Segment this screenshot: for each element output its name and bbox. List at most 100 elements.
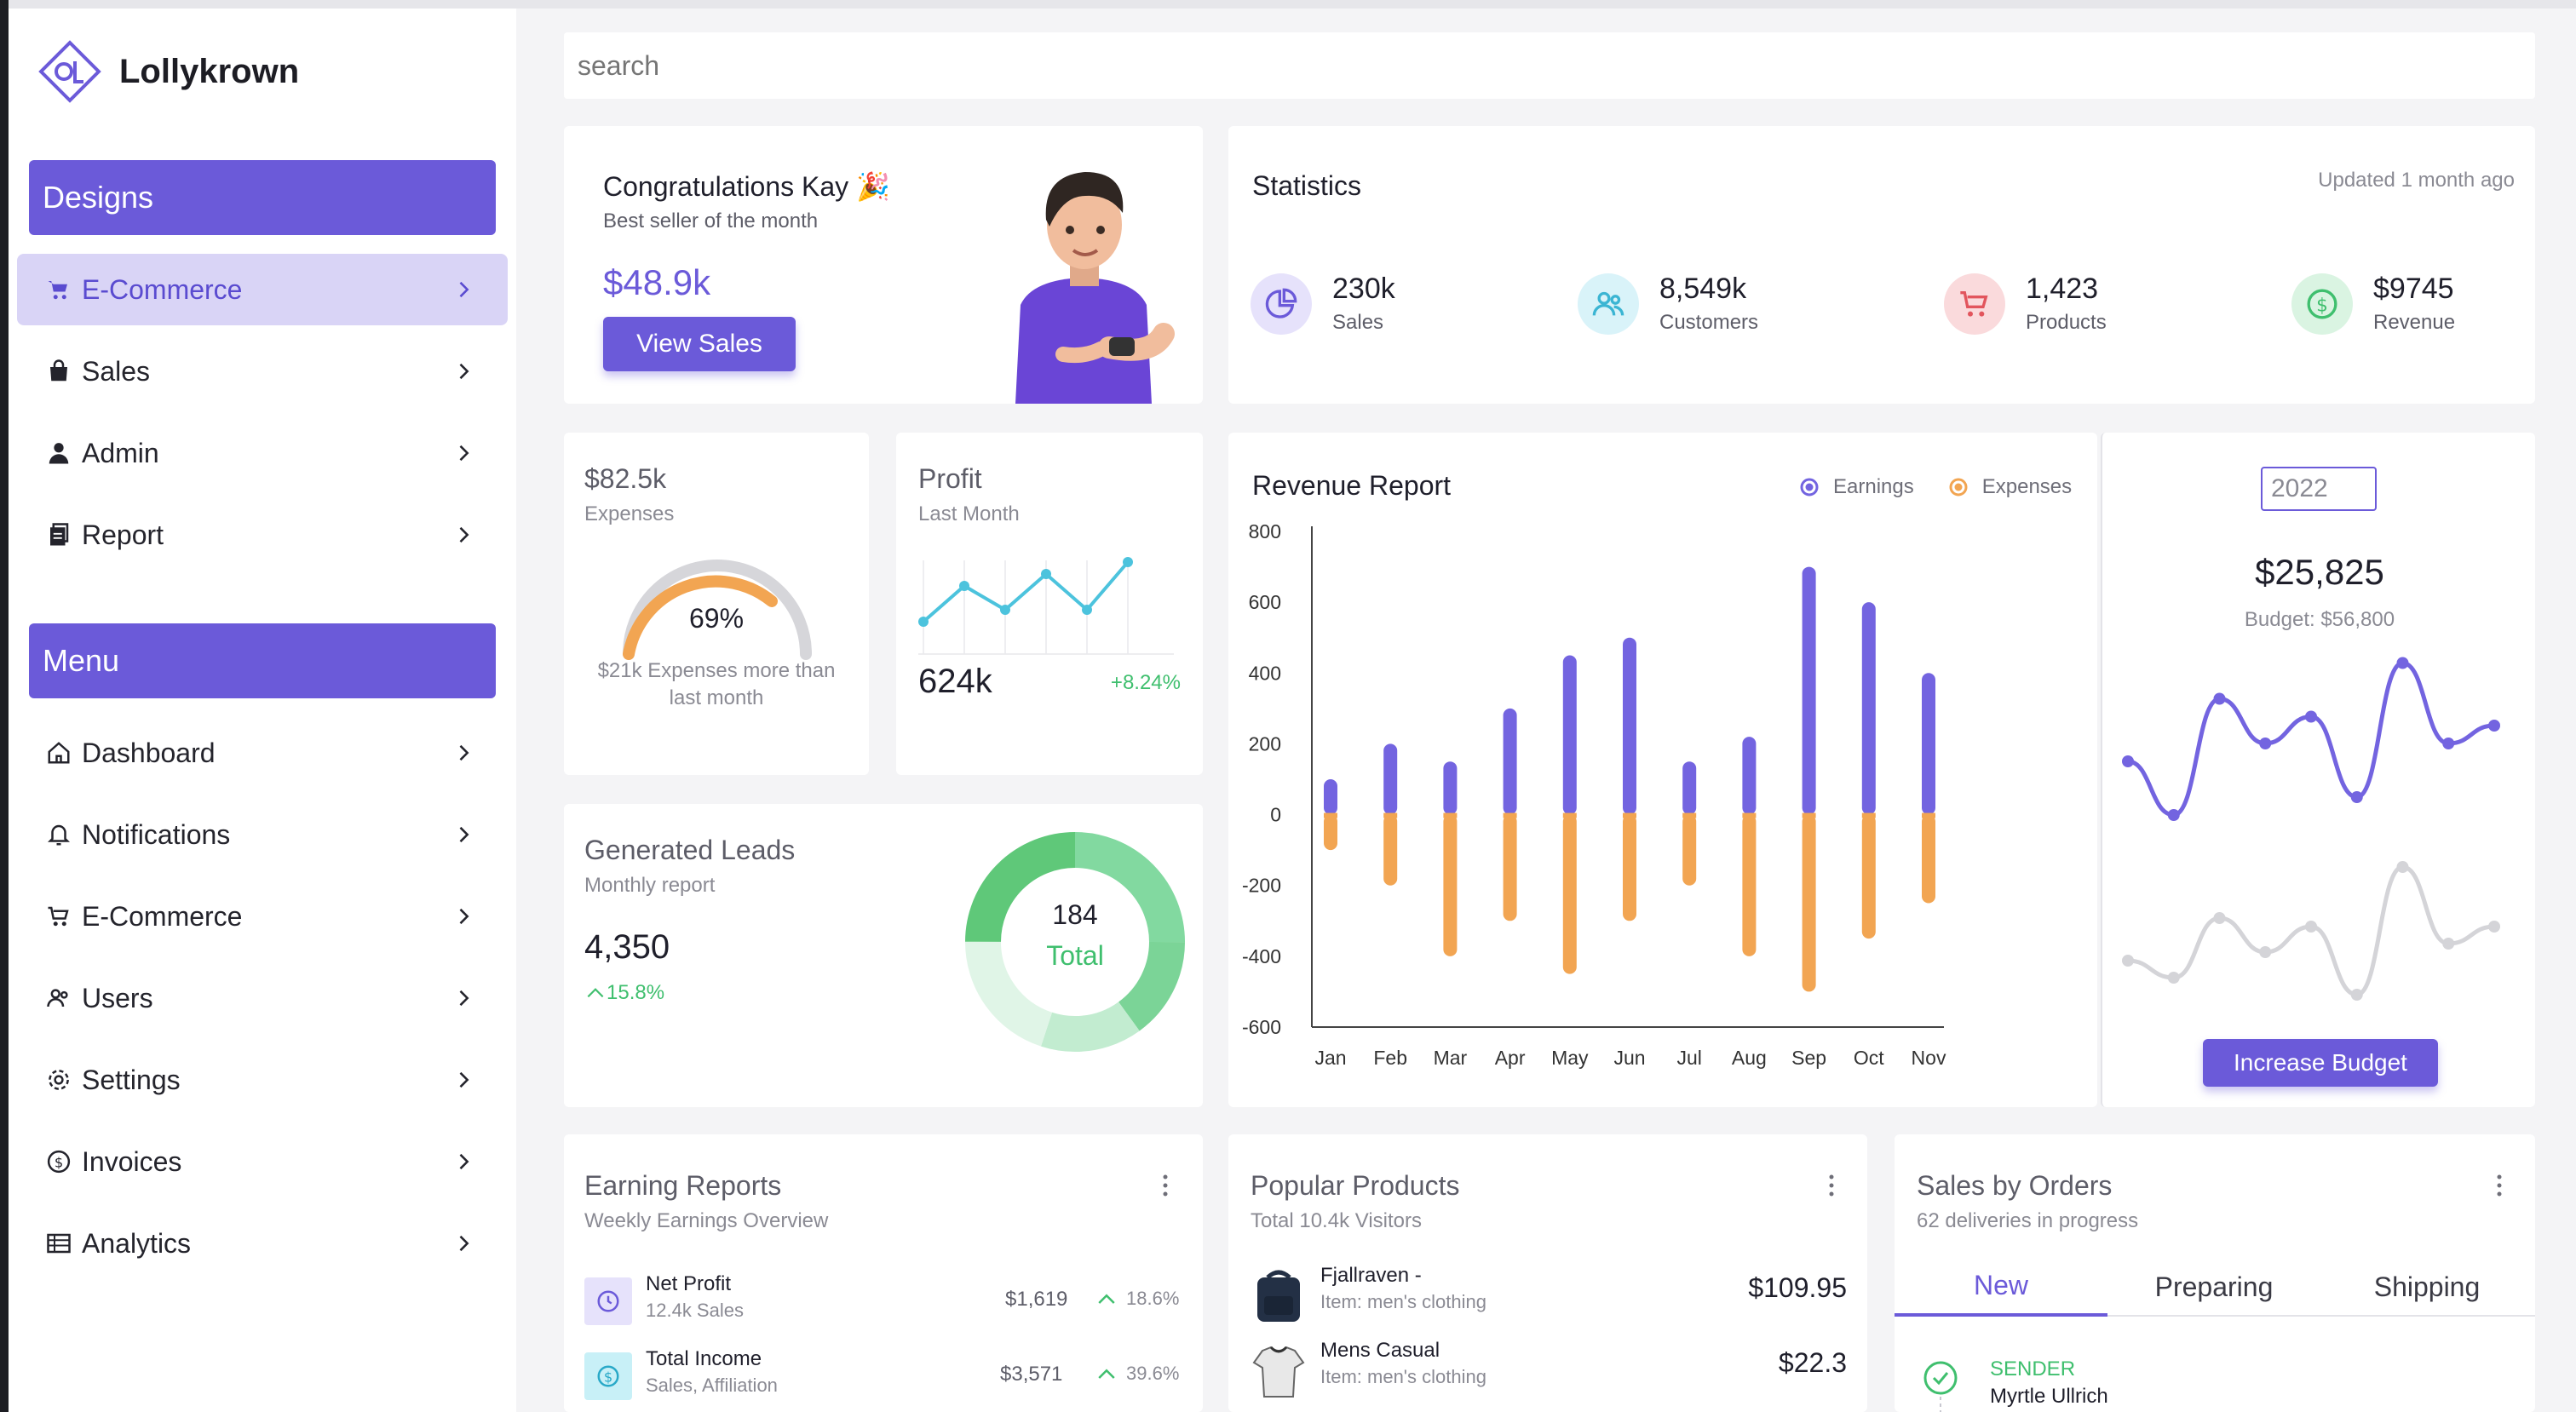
budget-line: [2127, 660, 2495, 818]
bar-joint: [1802, 812, 1816, 818]
arrow-up-icon: [1098, 1294, 1115, 1304]
brand[interactable]: Lollykrown: [34, 36, 299, 107]
expenses-label: Expenses: [584, 502, 675, 525]
profit-point: [1041, 569, 1051, 579]
expenses-bar: [1682, 814, 1697, 886]
expenses-amount: $82.5k: [584, 463, 667, 494]
sidebar-item-report[interactable]: Report: [17, 499, 508, 571]
product-row-text: Mens Casual Item: men's clothing: [1320, 1339, 1486, 1388]
budget-baseline-point: [2167, 972, 2180, 984]
earning-row-text: Total Income Sales, Affiliation: [646, 1347, 778, 1397]
budget-line-point: [2396, 657, 2409, 669]
earning-row-amount: $1,619: [1005, 1288, 1068, 1311]
product-row-text: Fjallraven - Item: men's clothing: [1320, 1264, 1486, 1313]
chevron-right-icon: [459, 445, 469, 462]
budget-card: 2022 $25,825 Budget: $56,800 Increase Bu…: [2101, 433, 2535, 1107]
x-tick-label: Jan: [1314, 1047, 1346, 1069]
earning-row[interactable]: Net Profit 12.4k Sales $1,619 18.6%: [584, 1272, 1182, 1327]
stat-icon-circle: [1251, 273, 1312, 335]
budget-line-point: [2488, 720, 2500, 732]
sidebar-item-notifications[interactable]: Notifications: [17, 799, 508, 870]
earning-row-change-text: 39.6%: [1126, 1363, 1180, 1384]
congrats-amount: $48.9k: [603, 262, 711, 302]
chevron-right-icon: [459, 908, 469, 925]
earnings-bar: [1324, 779, 1337, 815]
sidebar-item-admin[interactable]: Admin: [17, 417, 508, 489]
earnings-bar: [1562, 655, 1577, 815]
x-tick-label: Jun: [1613, 1047, 1645, 1069]
sidebar: Lollykrown Designs E-Commerce Sales Admi…: [9, 9, 516, 1412]
earning-row[interactable]: $ Total Income Sales, Affiliation $3,571…: [584, 1347, 1182, 1402]
earning-reports-card: Earning Reports Weekly Earnings Overview…: [564, 1134, 1203, 1412]
earning-row-name: Total Income: [646, 1347, 762, 1370]
budget-line-point: [2259, 738, 2272, 749]
increase-budget-button[interactable]: Increase Budget: [2203, 1039, 2438, 1087]
more-vertical-icon[interactable]: [1160, 1172, 1170, 1199]
bag-icon: [50, 359, 67, 382]
legend-expenses-label: Expenses: [1981, 475, 2073, 498]
svg-text:$: $: [2316, 295, 2328, 316]
budget-line-chart: [2122, 657, 2500, 1001]
sender-name: Myrtle Ullrich: [1990, 1385, 2108, 1408]
sidebar-item-invoices[interactable]: $ Invoices: [17, 1126, 508, 1197]
budget-baseline-point: [2259, 946, 2272, 958]
donut-label: Total: [1046, 940, 1104, 971]
bar-joint: [1443, 812, 1458, 818]
sidebar-item-users[interactable]: Users: [17, 962, 508, 1034]
tab-shipping[interactable]: Shipping: [2373, 1271, 2481, 1302]
earnings-bar: [1802, 566, 1816, 815]
chevron-right-icon: [459, 363, 469, 380]
avatar-illustration: [1015, 172, 1175, 404]
earnings-bar: [1682, 761, 1697, 815]
budget-baseline-point: [2122, 955, 2134, 967]
earnings-bar: [1623, 637, 1636, 815]
window-top-frame: [0, 0, 2576, 9]
statistics-updated: Updated 1 month ago: [2318, 169, 2515, 192]
sidebar-item-analytics[interactable]: Analytics: [17, 1208, 508, 1279]
more-vertical-icon[interactable]: [1826, 1172, 1837, 1199]
stat-products: 1,423 Products: [1944, 273, 2107, 335]
sidebar-item-dashboard[interactable]: Dashboard: [17, 717, 508, 789]
earnings-bar: [1742, 737, 1757, 815]
budget-baseline: [2127, 864, 2495, 997]
expenses-bar: [1861, 814, 1876, 939]
popular-products-card: Popular Products Total 10.4k Visitors Fj…: [1228, 1134, 1867, 1412]
stat-sales: 230k Sales: [1251, 273, 1395, 335]
sidebar-item-sales[interactable]: Sales: [17, 336, 508, 407]
sidebar-item-ecommerce[interactable]: E-Commerce: [17, 881, 508, 952]
search-input[interactable]: [564, 32, 2535, 99]
backpack-image: [1257, 1270, 1300, 1322]
product-row[interactable]: Mens Casual Item: men's clothing $22.3: [1251, 1339, 1847, 1400]
home-icon: [48, 742, 70, 764]
product-price: $22.3: [1778, 1347, 1847, 1378]
x-tick-label: Nov: [1912, 1047, 1946, 1069]
budget-baseline-point: [2305, 921, 2317, 933]
profit-point: [959, 581, 969, 591]
sales-orders-title: Sales by Orders: [1917, 1170, 2113, 1201]
budget-baseline-point: [2396, 861, 2409, 873]
more-vertical-icon[interactable]: [2494, 1172, 2504, 1199]
profit-point: [918, 617, 929, 627]
profit-card: Profit Last Month 624k +8.24%: [896, 433, 1203, 775]
leads-value: 4,350: [584, 928, 670, 966]
sidebar-item-settings[interactable]: Settings: [17, 1044, 508, 1116]
expenses-bar: [1562, 814, 1577, 974]
year-select[interactable]: 2022: [2261, 467, 2377, 511]
view-sales-button[interactable]: View Sales: [603, 317, 796, 371]
clock-icon: [597, 1290, 619, 1312]
earning-row-icon-box: $: [584, 1352, 632, 1400]
expenses-bar: [1742, 814, 1757, 956]
bar-joint: [1922, 812, 1935, 818]
x-tick-label: Feb: [1373, 1047, 1407, 1069]
y-tick-label: 800: [1249, 520, 1281, 542]
chevron-right-icon: [459, 826, 469, 843]
sidebar-item-designs-ecommerce[interactable]: E-Commerce: [17, 254, 508, 325]
tab-preparing[interactable]: Preparing: [2154, 1271, 2274, 1302]
dollar-icon: $: [2307, 289, 2337, 319]
budget-baseline-point: [2213, 912, 2226, 924]
earnings-bar: [1922, 673, 1935, 815]
earning-row-amount: $3,571: [1000, 1363, 1063, 1386]
product-row[interactable]: Fjallraven - Item: men's clothing $109.9…: [1251, 1264, 1847, 1325]
sidebar-item-label: Sales: [82, 355, 151, 387]
tab-new[interactable]: New: [1895, 1257, 2107, 1317]
